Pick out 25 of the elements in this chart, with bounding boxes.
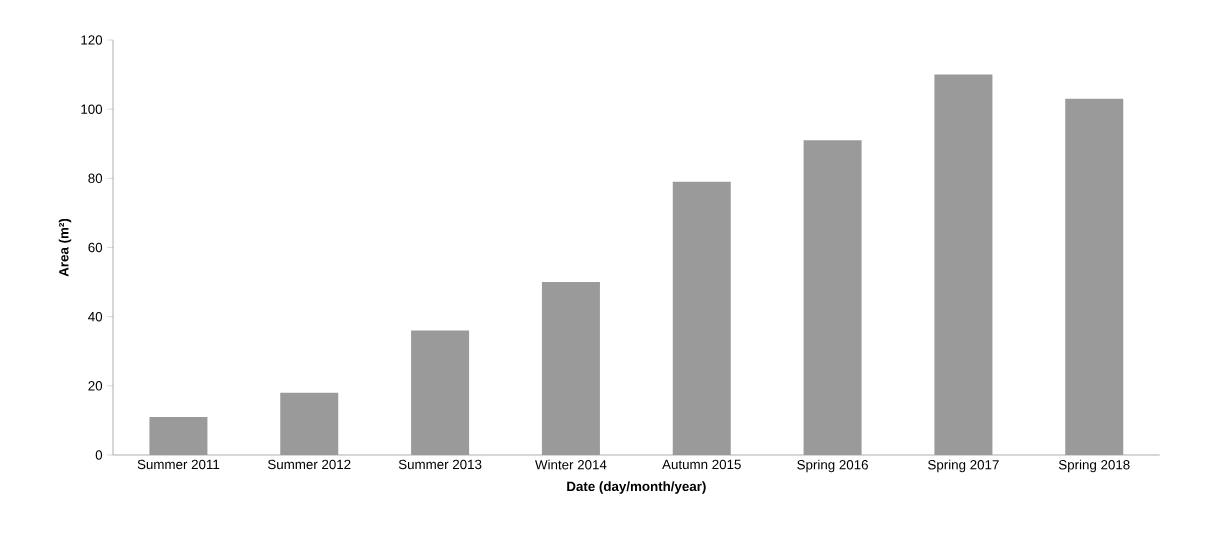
bar [541,282,600,455]
x-tick-label: Spring 2016 [797,459,868,473]
y-tick-label: 100 [81,104,103,114]
x-axis-title: Date (day/month/year) [567,481,706,494]
x-tick-label: Spring 2017 [928,459,999,473]
x-tick-label: Summer 2013 [398,459,482,470]
bar [149,416,208,455]
y-tick-label: 20 [88,381,103,391]
y-axis-title: Area (m²) [58,218,72,277]
x-tick-label: Autumn 2015 [662,459,741,470]
x-tick-label: Spring 2018 [1058,459,1130,473]
bar [803,140,862,455]
bar [1065,98,1124,455]
x-tick-label: Summer 2012 [267,459,351,470]
x-tick-label: Winter 2014 [535,459,607,470]
bar [934,74,993,455]
bar [280,392,339,455]
y-tick-label: 0 [95,450,103,460]
y-tick-label: 60 [88,242,103,253]
bar [411,330,470,455]
bar [672,181,731,455]
y-tick-label: 120 [81,35,103,45]
y-tick-label: 80 [88,173,103,184]
y-tick-label: 40 [88,311,103,322]
x-tick-label: Summer 2011 [137,459,220,470]
